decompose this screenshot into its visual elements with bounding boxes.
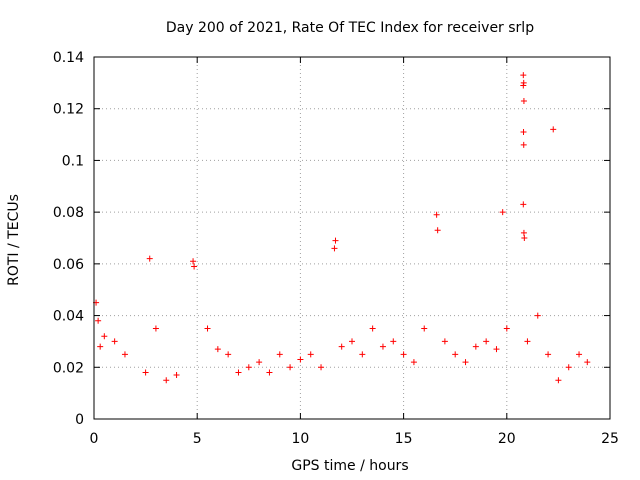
data-point	[520, 141, 527, 148]
data-point	[190, 258, 197, 265]
data-point	[287, 364, 294, 371]
y-tick-label: 0	[75, 412, 84, 428]
data-point	[142, 369, 149, 376]
x-axis-label: GPS time / hours	[291, 458, 408, 474]
data-point	[121, 351, 128, 358]
x-tick-label: 0	[90, 431, 99, 447]
data-point	[297, 356, 304, 363]
data-point	[245, 364, 252, 371]
axis-ticks: 0 5 10 15 20 25 0 0.02 0.04 0.06 0.08 0.1 0.12 0.14	[53, 50, 619, 447]
data-point	[483, 338, 490, 345]
data-point	[520, 201, 527, 208]
y-tick-label: 0.06	[53, 257, 84, 273]
data-point	[534, 312, 541, 319]
data-point	[433, 211, 440, 218]
data-point	[452, 351, 459, 358]
y-axis-label: ROTI / TECUs	[6, 194, 22, 286]
data-point	[400, 351, 407, 358]
data-point	[146, 255, 153, 262]
data-point	[369, 325, 376, 332]
data-point	[276, 351, 283, 358]
data-point	[173, 372, 180, 379]
data-point	[214, 346, 221, 353]
data-point	[204, 325, 211, 332]
data-point	[499, 209, 506, 216]
data-point	[421, 325, 428, 332]
data-point	[555, 377, 562, 384]
data-point	[225, 351, 232, 358]
data-point	[152, 325, 159, 332]
data-point	[349, 338, 355, 345]
data-point	[472, 343, 479, 350]
plot-area	[94, 57, 610, 419]
data-point	[331, 245, 338, 252]
data-point	[191, 263, 198, 270]
data-point	[462, 359, 469, 366]
data-point	[524, 338, 531, 345]
data-point	[550, 126, 557, 133]
data-point	[565, 364, 572, 371]
data-point	[307, 351, 314, 358]
data-point	[584, 359, 591, 366]
data-point	[95, 317, 102, 324]
data-point	[520, 82, 527, 89]
y-tick-label: 0.12	[53, 102, 84, 118]
data-point	[520, 72, 527, 79]
data-point	[97, 343, 104, 350]
data-point	[163, 377, 170, 384]
data-point	[332, 237, 339, 244]
data-point	[410, 359, 417, 366]
data-point	[359, 351, 366, 358]
data-point	[434, 227, 441, 234]
x-tick-label: 15	[395, 431, 413, 447]
data-point	[111, 338, 118, 345]
data-point	[256, 359, 263, 366]
data-point	[493, 346, 500, 353]
data-point	[390, 338, 397, 345]
y-tick-label: 0.14	[53, 50, 84, 66]
data-point	[338, 343, 345, 350]
data-point	[266, 369, 273, 376]
data-point	[520, 229, 527, 236]
data-point	[503, 325, 510, 332]
x-tick-label: 25	[601, 431, 619, 447]
data-point	[545, 351, 552, 358]
data-point	[101, 333, 108, 340]
gridlines	[94, 57, 610, 419]
y-tick-label: 0.02	[53, 360, 84, 376]
x-tick-label: 20	[498, 431, 516, 447]
x-tick-label: 10	[291, 431, 309, 447]
y-tick-label: 0.08	[53, 205, 84, 221]
y-tick-label: 0.04	[53, 309, 84, 325]
data-point	[379, 343, 386, 350]
data-point	[576, 351, 583, 358]
data-point	[441, 338, 448, 345]
plot-border	[93, 56, 611, 420]
data-point	[235, 369, 242, 376]
x-tick-label: 5	[193, 431, 202, 447]
data-point	[521, 235, 528, 241]
data-point	[520, 97, 527, 104]
chart-title: Day 200 of 2021, Rate Of TEC Index for r…	[166, 20, 534, 36]
data-point	[520, 128, 527, 135]
y-tick-label: 0.1	[62, 153, 84, 169]
data-point	[318, 364, 325, 371]
